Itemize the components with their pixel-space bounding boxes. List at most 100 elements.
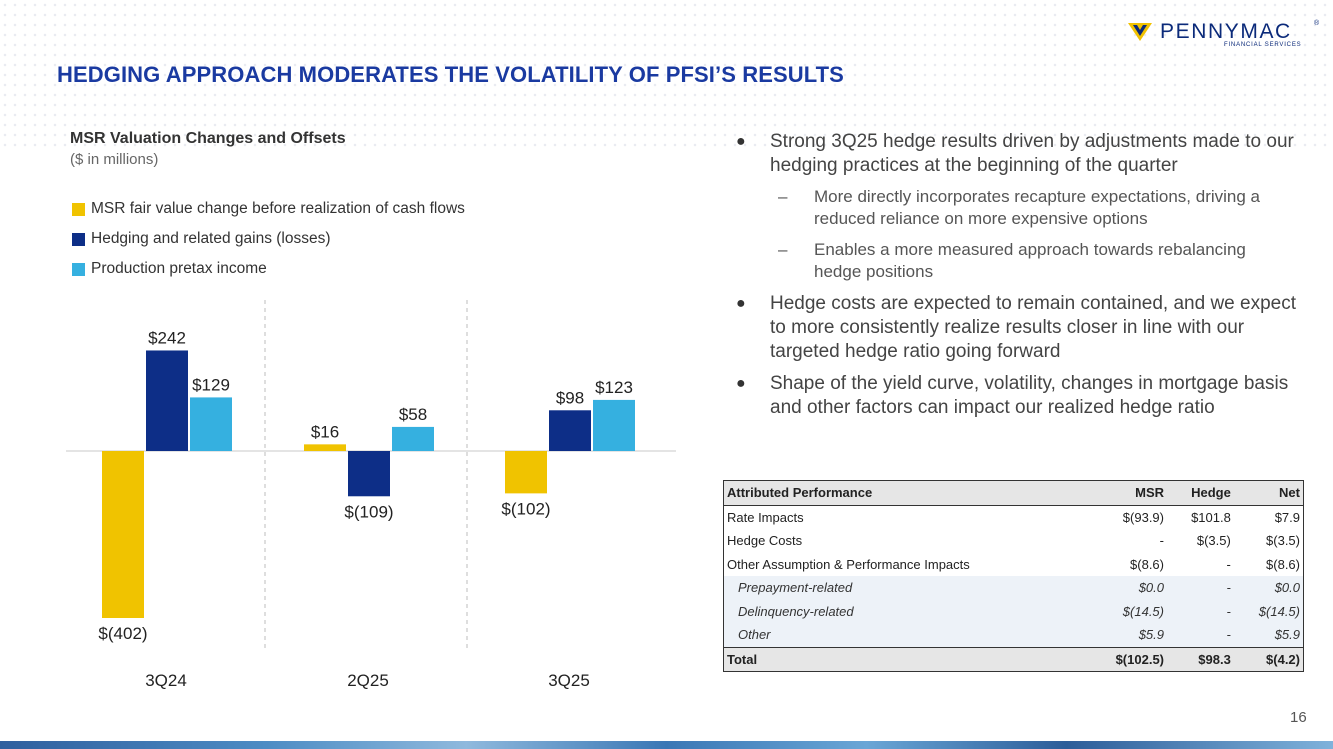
logo-registered-mark: ® bbox=[1314, 20, 1320, 27]
table-cell: Delinquency-related bbox=[723, 599, 1088, 623]
table-cell: $(93.9) bbox=[1122, 509, 1164, 525]
table-cell: - bbox=[1159, 533, 1164, 549]
table-cell: $(8.6) bbox=[1130, 556, 1164, 572]
table-row: Delinquency-related $(14.5) - $(14.5) bbox=[723, 599, 1304, 623]
table-header-row: Attributed Performance MSR Hedge Net bbox=[723, 480, 1304, 506]
legend-swatch-production bbox=[72, 262, 85, 276]
table-cell: - bbox=[1226, 556, 1231, 572]
table-cell: - bbox=[1167, 576, 1234, 600]
table-cell: $(4.2) bbox=[1233, 646, 1304, 672]
legend-label-production: Production pretax income bbox=[91, 260, 267, 277]
chart-legend: MSR fair value change before realization… bbox=[72, 194, 465, 284]
bullet-1-sub-1-text: More directly incorporates recapture exp… bbox=[814, 187, 1260, 228]
chart-subtitle: ($ in millions) bbox=[70, 151, 159, 168]
bar-3Q25-series-1 bbox=[549, 410, 591, 451]
bullet-dot-icon: ● bbox=[736, 133, 746, 150]
table-header-cell: Hedge bbox=[1167, 480, 1234, 506]
bullet-1-text: Strong 3Q25 hedge results driven by adju… bbox=[770, 131, 1294, 176]
table-cell: $(3.5) bbox=[1196, 533, 1231, 549]
dash-icon: – bbox=[778, 240, 788, 259]
table-cell: Prepayment-related bbox=[723, 576, 1088, 600]
data-label-3Q24-series-0: $(402) bbox=[98, 624, 147, 643]
bullet-1-sub-2-text: Enables a more measured approach towards… bbox=[814, 240, 1246, 281]
bullet-dot-icon: ● bbox=[736, 295, 746, 312]
table-cell: $0.0 bbox=[1233, 576, 1304, 600]
bar-2Q25-series-0 bbox=[304, 444, 346, 451]
chart-title: MSR Valuation Changes and Offsets bbox=[70, 130, 346, 147]
table-header-cell: Attributed Performance bbox=[723, 480, 1088, 506]
logo-subtitle: FINANCIAL SERVICES bbox=[1224, 42, 1302, 48]
legend-item-msr: MSR fair value change before realization… bbox=[72, 194, 465, 224]
pennymac-logo: PENNYMAC ® FINANCIAL SERVICES bbox=[1128, 20, 1324, 52]
table-cell: $98.3 bbox=[1167, 646, 1234, 672]
legend-swatch-hedging bbox=[72, 232, 85, 246]
data-label-3Q25-series-0: $(102) bbox=[501, 499, 550, 518]
page-number: 16 bbox=[1290, 709, 1307, 726]
table-cell: $(14.5) bbox=[1087, 599, 1167, 623]
bullet-1-sub-1: – More directly incorporates recapture e… bbox=[736, 186, 1296, 230]
table-cell: $(14.5) bbox=[1233, 599, 1304, 623]
bar-2Q25-series-1 bbox=[348, 451, 390, 497]
table-cell: Total bbox=[723, 646, 1088, 672]
commentary-bullets: ● Strong 3Q25 hedge results driven by ad… bbox=[736, 130, 1296, 428]
data-label-2Q25-series-2: $58 bbox=[399, 405, 427, 424]
table-row: Other $5.9 - $5.9 bbox=[723, 623, 1304, 647]
legend-label-msr: MSR fair value change before realization… bbox=[91, 200, 465, 217]
msr-bar-chart: $(402) $242 $129 3Q24 $16 $(109) $58 2Q25 $(102)… bbox=[66, 300, 676, 690]
table-cell: $(8.6) bbox=[1266, 556, 1300, 572]
legend-item-production: Production pretax income bbox=[72, 254, 465, 284]
page-title: HEDGING APPROACH MODERATES THE VOLATILIT… bbox=[57, 62, 844, 87]
table-cell: $(3.5) bbox=[1266, 533, 1300, 549]
bullet-3-text: Shape of the yield curve, volatility, ch… bbox=[770, 373, 1289, 418]
footer-band bbox=[0, 741, 1333, 749]
table-row: Hedge Costs - $(3.5) $(3.5) bbox=[724, 529, 1304, 553]
table-row: Other Assumption & Performance Impacts $… bbox=[724, 553, 1304, 577]
bullet-1-sub-2: – Enables a more measured approach towar… bbox=[736, 239, 1296, 283]
data-label-2Q25-series-0: $16 bbox=[311, 422, 339, 441]
data-label-3Q24-series-1: $242 bbox=[148, 328, 186, 347]
table-row: Prepayment-related $0.0 - $0.0 bbox=[723, 576, 1304, 600]
bar-3Q24-series-0 bbox=[102, 451, 144, 618]
bar-3Q25-series-2 bbox=[593, 399, 635, 451]
table-total-row: Total $(102.5) $98.3 $(4.2) bbox=[723, 646, 1304, 672]
attributed-performance-table: Attributed Performance MSR Hedge Net Rat… bbox=[723, 480, 1304, 672]
table-cell: - bbox=[1167, 623, 1234, 647]
legend-label-hedging: Hedging and related gains (losses) bbox=[91, 230, 331, 247]
bullet-2-text: Hedge costs are expected to remain conta… bbox=[770, 293, 1296, 362]
data-label-3Q24-series-2: $129 bbox=[192, 375, 230, 394]
bar-3Q24-series-2 bbox=[190, 397, 232, 451]
bullet-dot-icon: ● bbox=[736, 375, 746, 392]
logo-wordmark: PENNYMAC bbox=[1160, 20, 1292, 43]
table-cell: $7.9 bbox=[1274, 509, 1300, 525]
category-label-3Q25: 3Q25 bbox=[548, 671, 590, 690]
bar-3Q24-series-1 bbox=[146, 350, 188, 451]
table-cell: $(102.5) bbox=[1087, 646, 1167, 672]
bullet-2: ● Hedge costs are expected to remain con… bbox=[736, 292, 1296, 364]
table-cell: Rate Impacts bbox=[727, 509, 804, 525]
table-cell: - bbox=[1167, 599, 1234, 623]
bar-2Q25-series-2 bbox=[392, 426, 434, 451]
table-row: Rate Impacts $(93.9) $101.8 $7.9 bbox=[724, 505, 1304, 529]
bullet-3: ● Shape of the yield curve, volatility, … bbox=[736, 372, 1296, 420]
table-cell: Hedge Costs bbox=[727, 533, 803, 549]
background-dot-pattern bbox=[0, 0, 1333, 150]
data-label-3Q25-series-1: $98 bbox=[556, 388, 584, 407]
bar-3Q25-series-0 bbox=[505, 451, 547, 494]
legend-item-hedging: Hedging and related gains (losses) bbox=[72, 224, 465, 254]
table-cell: $101.8 bbox=[1191, 509, 1231, 525]
table-cell: $5.9 bbox=[1233, 623, 1304, 647]
table-cell: Other bbox=[723, 623, 1088, 647]
category-label-2Q25: 2Q25 bbox=[347, 671, 389, 690]
bullet-1: ● Strong 3Q25 hedge results driven by ad… bbox=[736, 130, 1296, 178]
table-header-cell: MSR bbox=[1087, 480, 1167, 506]
dash-icon: – bbox=[778, 187, 788, 206]
table-header-cell: Net bbox=[1233, 480, 1304, 506]
table-cell: $0.0 bbox=[1087, 576, 1167, 600]
legend-swatch-msr bbox=[72, 202, 85, 216]
pennymac-logo-icon bbox=[1128, 23, 1152, 41]
table-cell: Other Assumption & Performance Impacts bbox=[727, 556, 970, 572]
data-label-3Q25-series-2: $123 bbox=[595, 378, 633, 397]
category-label-3Q24: 3Q24 bbox=[145, 671, 187, 690]
table-cell: $5.9 bbox=[1087, 623, 1167, 647]
data-label-2Q25-series-1: $(109) bbox=[344, 502, 393, 521]
